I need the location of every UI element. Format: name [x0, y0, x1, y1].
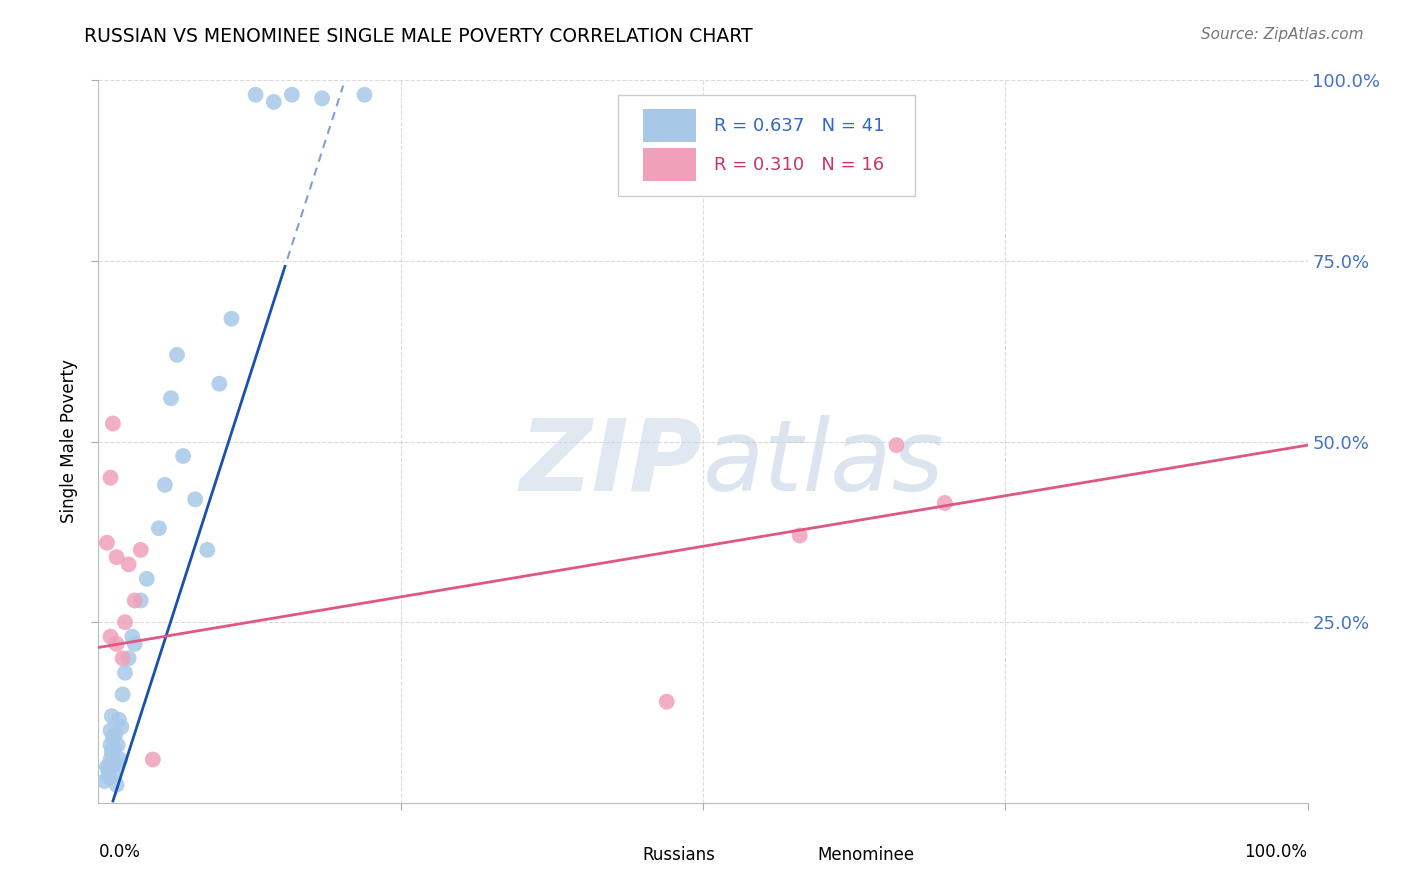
Point — [124, 593, 146, 607]
Point — [114, 615, 136, 630]
Point — [129, 593, 152, 607]
Point — [103, 767, 125, 781]
Point — [105, 778, 128, 792]
Text: 100.0%: 100.0% — [1244, 843, 1308, 861]
Point — [172, 449, 194, 463]
Text: Source: ZipAtlas.com: Source: ZipAtlas.com — [1201, 27, 1364, 42]
Point — [111, 651, 134, 665]
Point — [93, 774, 115, 789]
Point — [100, 745, 122, 759]
Point — [208, 376, 231, 391]
Point — [281, 87, 304, 102]
Point — [101, 417, 124, 431]
Point — [135, 572, 157, 586]
FancyBboxPatch shape — [643, 148, 696, 181]
Point — [221, 311, 243, 326]
Point — [114, 665, 136, 680]
Point — [110, 720, 132, 734]
Point — [96, 535, 118, 549]
Point — [96, 760, 118, 774]
Point — [105, 756, 128, 770]
Point — [100, 709, 122, 723]
Point — [153, 478, 176, 492]
Point — [108, 713, 131, 727]
Text: Menominee: Menominee — [818, 846, 915, 863]
FancyBboxPatch shape — [643, 109, 696, 143]
Point — [886, 438, 908, 452]
Point — [105, 637, 128, 651]
Point — [245, 87, 267, 102]
Point — [111, 687, 134, 701]
Text: R = 0.310   N = 16: R = 0.310 N = 16 — [714, 156, 884, 174]
Point — [148, 521, 170, 535]
Point — [121, 630, 143, 644]
Point — [104, 727, 127, 741]
Y-axis label: Single Male Poverty: Single Male Poverty — [60, 359, 79, 524]
Text: ZIP: ZIP — [520, 415, 703, 512]
Point — [263, 95, 285, 109]
FancyBboxPatch shape — [578, 838, 631, 872]
Point — [118, 558, 141, 572]
Point — [195, 542, 218, 557]
Text: Russians: Russians — [643, 846, 716, 863]
Point — [100, 752, 122, 766]
Point — [353, 87, 375, 102]
Point — [100, 738, 122, 752]
FancyBboxPatch shape — [754, 838, 807, 872]
Point — [160, 391, 183, 405]
Point — [100, 630, 122, 644]
Point — [101, 731, 124, 745]
Point — [166, 348, 188, 362]
Point — [107, 738, 129, 752]
Text: RUSSIAN VS MENOMINEE SINGLE MALE POVERTY CORRELATION CHART: RUSSIAN VS MENOMINEE SINGLE MALE POVERTY… — [84, 27, 754, 45]
Point — [124, 637, 146, 651]
Point — [101, 756, 124, 770]
Point — [311, 91, 333, 105]
Point — [103, 741, 125, 756]
Point — [129, 542, 152, 557]
Point — [105, 550, 128, 565]
Point — [142, 752, 165, 766]
Point — [100, 470, 122, 484]
Point — [108, 752, 131, 766]
FancyBboxPatch shape — [619, 95, 915, 196]
Point — [100, 723, 122, 738]
Point — [184, 492, 207, 507]
Point — [118, 651, 141, 665]
Point — [655, 695, 678, 709]
Point — [789, 528, 811, 542]
Text: R = 0.637   N = 41: R = 0.637 N = 41 — [714, 117, 884, 135]
Text: 0.0%: 0.0% — [98, 843, 141, 861]
Point — [934, 496, 956, 510]
Point — [97, 764, 120, 778]
Text: atlas: atlas — [703, 415, 945, 512]
Point — [98, 771, 121, 785]
